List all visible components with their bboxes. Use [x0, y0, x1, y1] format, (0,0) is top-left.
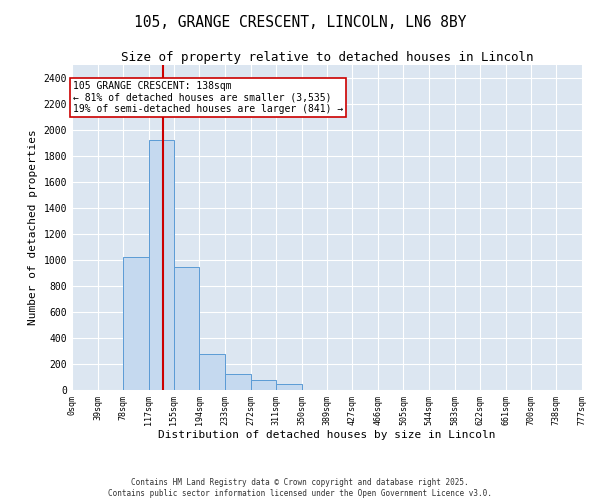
Bar — [276, 384, 302, 390]
Bar — [123, 257, 149, 390]
Bar — [174, 266, 199, 390]
Text: 105 GRANGE CRESCENT: 138sqm
← 81% of detached houses are smaller (3,535)
19% of : 105 GRANGE CRESCENT: 138sqm ← 81% of det… — [73, 80, 344, 114]
Bar — [149, 140, 175, 390]
Text: 105, GRANGE CRESCENT, LINCOLN, LN6 8BY: 105, GRANGE CRESCENT, LINCOLN, LN6 8BY — [134, 15, 466, 30]
Title: Size of property relative to detached houses in Lincoln: Size of property relative to detached ho… — [121, 51, 533, 64]
Bar — [199, 354, 225, 390]
Text: Contains HM Land Registry data © Crown copyright and database right 2025.
Contai: Contains HM Land Registry data © Crown c… — [108, 478, 492, 498]
X-axis label: Distribution of detached houses by size in Lincoln: Distribution of detached houses by size … — [158, 430, 496, 440]
Bar — [251, 380, 276, 390]
Y-axis label: Number of detached properties: Number of detached properties — [28, 130, 38, 326]
Bar — [225, 374, 251, 390]
